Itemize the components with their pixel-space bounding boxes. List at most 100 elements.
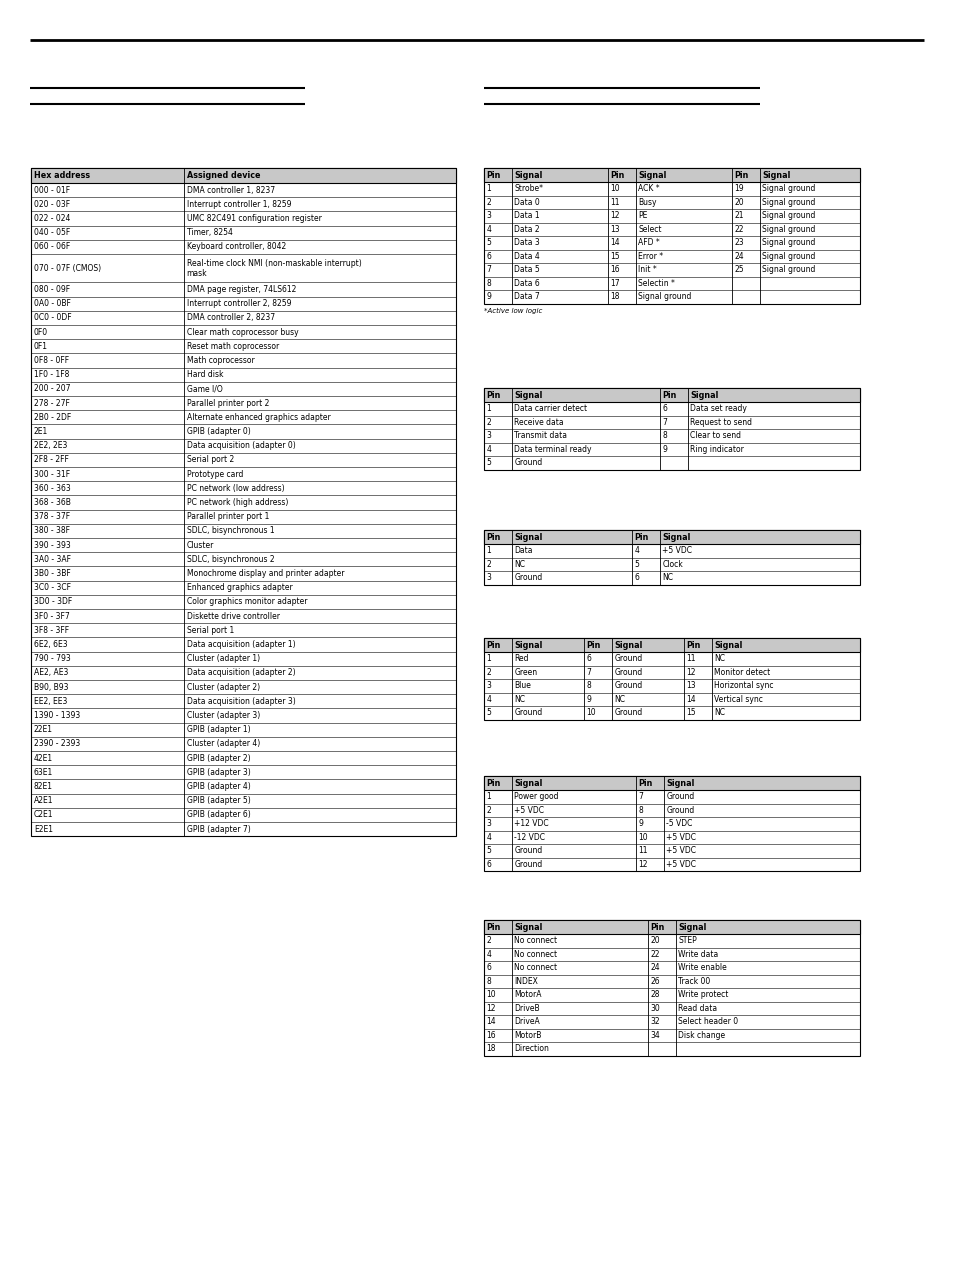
Text: Ground: Ground [514, 846, 542, 855]
Text: 13: 13 [610, 224, 619, 233]
Text: EE2, EE3: EE2, EE3 [34, 697, 68, 706]
Text: 42E1: 42E1 [34, 753, 53, 762]
Text: 22: 22 [734, 224, 743, 233]
Text: Assigned device: Assigned device [187, 171, 260, 180]
Text: 12: 12 [610, 211, 619, 220]
Text: 24: 24 [650, 963, 659, 972]
Text: +5 VDC: +5 VDC [666, 833, 696, 842]
Text: 3: 3 [486, 211, 491, 220]
Text: 3A0 - 3AF: 3A0 - 3AF [34, 555, 71, 564]
Text: 15: 15 [610, 251, 619, 260]
Text: 9: 9 [638, 819, 642, 828]
Text: Select header 0: Select header 0 [678, 1018, 738, 1027]
Text: GPIB (adapter 6): GPIB (adapter 6) [187, 810, 250, 819]
Text: 8: 8 [586, 681, 591, 690]
Text: Monitor detect: Monitor detect [714, 667, 770, 676]
Text: Signal: Signal [638, 170, 666, 179]
Text: 380 - 38F: 380 - 38F [34, 527, 70, 536]
Text: 8: 8 [638, 806, 642, 815]
Text: 16: 16 [486, 1030, 496, 1039]
Text: Data acquisition (adapter 3): Data acquisition (adapter 3) [187, 697, 295, 706]
Text: 4: 4 [634, 546, 639, 555]
Text: DriveB: DriveB [514, 1003, 539, 1012]
Text: 0F0: 0F0 [34, 327, 48, 336]
Text: +5 VDC: +5 VDC [666, 846, 696, 855]
Text: 22E1: 22E1 [34, 725, 53, 734]
Bar [483, 167, 859, 182]
Text: Blue: Blue [514, 681, 531, 690]
Text: 0C0 - 0DF: 0C0 - 0DF [34, 313, 71, 322]
Text: Pin: Pin [486, 170, 500, 179]
Text: 10: 10 [638, 833, 647, 842]
Text: Data 2: Data 2 [514, 224, 539, 233]
Text: MotorB: MotorB [514, 1030, 541, 1039]
Text: NC: NC [714, 708, 724, 717]
Text: 2: 2 [486, 806, 491, 815]
Text: +5 VDC: +5 VDC [661, 546, 692, 555]
Text: Ground: Ground [614, 681, 642, 690]
Text: 7: 7 [486, 265, 491, 274]
Text: Serial port 2: Serial port 2 [187, 456, 233, 465]
Bar [483, 388, 859, 470]
Text: Signal: Signal [614, 640, 642, 649]
Text: SDLC, bisynchronous 1: SDLC, bisynchronous 1 [187, 527, 274, 536]
Text: NC: NC [714, 654, 724, 663]
Text: Keyboard controller, 8042: Keyboard controller, 8042 [187, 242, 286, 251]
Text: 3: 3 [486, 681, 491, 690]
Text: 4: 4 [486, 694, 491, 703]
Text: GPIB (adapter 1): GPIB (adapter 1) [187, 725, 250, 734]
Text: 28: 28 [650, 990, 659, 999]
Text: Alternate enhanced graphics adapter: Alternate enhanced graphics adapter [187, 412, 330, 421]
Text: +12 VDC: +12 VDC [514, 819, 549, 828]
Text: Pin: Pin [486, 922, 500, 931]
Text: 16: 16 [610, 265, 619, 274]
Text: 4: 4 [486, 833, 491, 842]
Bar [31, 167, 456, 836]
Text: 2E1: 2E1 [34, 428, 49, 437]
Text: NC: NC [514, 694, 525, 703]
Text: Pin: Pin [610, 170, 624, 179]
Text: Busy: Busy [638, 198, 657, 207]
Text: 12: 12 [486, 1003, 496, 1012]
Text: 15: 15 [686, 708, 696, 717]
Text: Signal: Signal [761, 170, 790, 179]
Text: No connect: No connect [514, 949, 558, 958]
Text: INDEX: INDEX [514, 976, 537, 985]
Text: Power good: Power good [514, 792, 558, 801]
Text: PC network (high address): PC network (high address) [187, 498, 288, 507]
Text: Red: Red [514, 654, 529, 663]
Text: Data 0: Data 0 [514, 198, 539, 207]
Text: 2: 2 [486, 198, 491, 207]
Text: 14: 14 [486, 1018, 496, 1027]
Text: 0F1: 0F1 [34, 341, 48, 350]
Text: Ground: Ground [514, 860, 542, 868]
Text: Signal: Signal [690, 390, 719, 399]
Text: Interrupt controller 2, 8259: Interrupt controller 2, 8259 [187, 299, 291, 308]
Text: NC: NC [614, 694, 625, 703]
Text: 4: 4 [486, 224, 491, 233]
Text: Signal ground: Signal ground [761, 224, 815, 233]
Bar [483, 920, 859, 934]
Text: DMA controller 2, 8237: DMA controller 2, 8237 [187, 313, 274, 322]
Text: Request to send: Request to send [690, 417, 752, 426]
Text: Data 6: Data 6 [514, 278, 539, 287]
Text: 2: 2 [486, 417, 491, 426]
Text: 1F0 - 1F8: 1F0 - 1F8 [34, 370, 70, 379]
Text: 790 - 793: 790 - 793 [34, 654, 71, 663]
Text: Pin: Pin [486, 640, 500, 649]
Text: Pin: Pin [650, 922, 664, 931]
Text: Game I/O: Game I/O [187, 384, 222, 393]
Text: Ground: Ground [514, 459, 542, 468]
Text: 4: 4 [486, 949, 491, 958]
Bar [483, 638, 859, 652]
Text: 278 - 27F: 278 - 27F [34, 398, 70, 407]
Text: Serial port 1: Serial port 1 [187, 626, 233, 635]
Text: Signal ground: Signal ground [761, 265, 815, 274]
Text: Pin: Pin [661, 390, 677, 399]
Text: SDLC, bisynchronous 2: SDLC, bisynchronous 2 [187, 555, 274, 564]
Text: Vertical sync: Vertical sync [714, 694, 762, 703]
Text: 10: 10 [586, 708, 596, 717]
Text: Signal: Signal [666, 778, 694, 787]
Text: Write data: Write data [678, 949, 718, 958]
Text: 1: 1 [486, 184, 491, 193]
